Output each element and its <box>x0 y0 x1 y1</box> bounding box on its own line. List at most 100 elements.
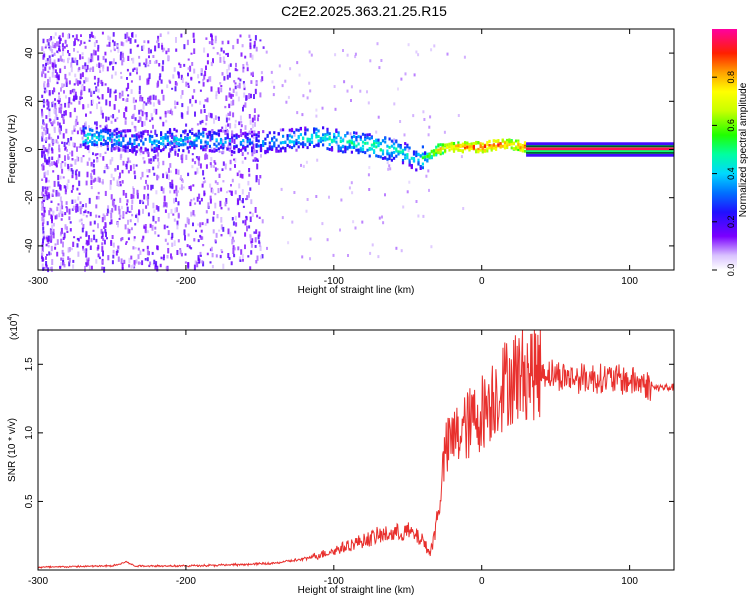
noise-speckle <box>155 205 158 210</box>
ridge-cell <box>193 141 196 145</box>
ridge-cell <box>406 145 409 149</box>
ridge-cell <box>115 127 118 131</box>
noise-speckle <box>84 62 87 67</box>
ridge-cell <box>408 163 411 167</box>
noise-speckle <box>138 75 141 81</box>
colorbar-scale <box>712 29 737 270</box>
noise-speckle <box>222 226 225 232</box>
noise-speckle <box>253 44 256 49</box>
ridge-cell <box>133 134 136 138</box>
noise-speckle <box>121 52 124 58</box>
noise-speckle <box>150 130 153 134</box>
noise-speckle <box>177 190 179 193</box>
x-tick-label: -200 <box>176 276 196 287</box>
ridge-cell <box>335 128 338 132</box>
noise-speckle <box>173 67 176 72</box>
noise-speckle <box>94 121 96 125</box>
noise-speckle <box>232 248 235 254</box>
ridge-cell <box>251 141 254 145</box>
noise-speckle <box>216 52 219 55</box>
noise-speckle <box>336 142 339 146</box>
noise-speckle <box>315 195 318 198</box>
noise-speckle <box>248 225 251 229</box>
noise-speckle <box>45 140 47 143</box>
noise-speckle <box>93 220 96 225</box>
noise-speckle <box>124 129 127 134</box>
noise-speckle <box>145 205 148 209</box>
noise-speckle <box>80 218 83 222</box>
ridge-cell <box>233 150 236 154</box>
noise-speckle <box>123 112 126 118</box>
noise-speckle <box>107 35 110 41</box>
x-tick-label: 100 <box>621 576 638 587</box>
noise-speckle <box>213 118 215 124</box>
noise-speckle <box>175 37 177 43</box>
noise-speckle <box>170 208 173 214</box>
ridge-cell <box>84 126 87 130</box>
noise-speckle <box>45 101 48 104</box>
ridge-cell <box>222 143 225 147</box>
noise-speckle <box>151 184 154 189</box>
noise-speckle <box>250 243 253 248</box>
noise-speckle <box>54 215 57 220</box>
noise-speckle <box>130 193 133 199</box>
ridge-cell <box>326 147 329 151</box>
noise-speckle <box>56 117 59 120</box>
noise-speckle <box>157 161 160 166</box>
noise-speckle <box>181 179 184 183</box>
noise-speckle <box>114 71 117 76</box>
noise-speckle <box>73 48 75 52</box>
noise-speckle <box>157 234 160 237</box>
noise-speckle <box>52 121 55 125</box>
ridge-cell <box>452 143 456 147</box>
noise-speckle <box>90 31 93 38</box>
noise-speckle <box>308 50 311 54</box>
noise-speckle <box>179 250 182 255</box>
noise-speckle <box>76 121 79 125</box>
ridge-cell <box>135 150 138 154</box>
noise-speckle <box>72 205 75 210</box>
ridge-cell <box>217 142 220 146</box>
noise-speckle <box>142 44 145 50</box>
noise-speckle <box>180 74 183 80</box>
noise-speckle <box>54 102 57 108</box>
ridge-cell <box>481 149 484 153</box>
noise-speckle <box>238 195 241 201</box>
ridge-cell <box>215 148 218 152</box>
noise-speckle <box>150 161 153 163</box>
noise-speckle <box>132 188 135 195</box>
ridge-cell <box>268 141 271 145</box>
noise-speckle <box>56 239 59 245</box>
ridge-cell <box>499 144 502 148</box>
ridge-cell <box>233 146 236 150</box>
ridge-cell <box>461 149 464 153</box>
noise-speckle <box>129 72 132 76</box>
ridge-cell <box>328 135 331 139</box>
noise-speckle <box>63 83 65 87</box>
noise-speckle <box>371 243 374 247</box>
noise-speckle <box>253 108 256 113</box>
ridge-cell <box>109 138 112 142</box>
noise-speckle <box>87 259 90 266</box>
noise-speckle <box>62 47 65 52</box>
noise-speckle <box>254 158 257 162</box>
noise-speckle <box>42 51 45 55</box>
noise-speckle <box>203 108 206 113</box>
noise-speckle <box>205 37 208 40</box>
noise-speckle <box>61 58 63 62</box>
noise-speckle <box>112 32 115 37</box>
noise-speckle <box>171 135 173 139</box>
noise-speckle <box>227 52 229 57</box>
noise-speckle <box>293 191 296 194</box>
noise-speckle <box>44 129 47 136</box>
noise-speckle <box>54 116 57 121</box>
noise-speckle <box>54 64 57 68</box>
noise-speckle <box>41 166 44 170</box>
noise-speckle <box>149 101 152 105</box>
noise-speckle <box>232 94 234 97</box>
noise-speckle <box>53 52 56 56</box>
noise-speckle <box>222 56 225 62</box>
ridge-cell <box>344 148 347 152</box>
noise-speckle <box>249 187 252 191</box>
noise-speckle <box>48 38 51 42</box>
